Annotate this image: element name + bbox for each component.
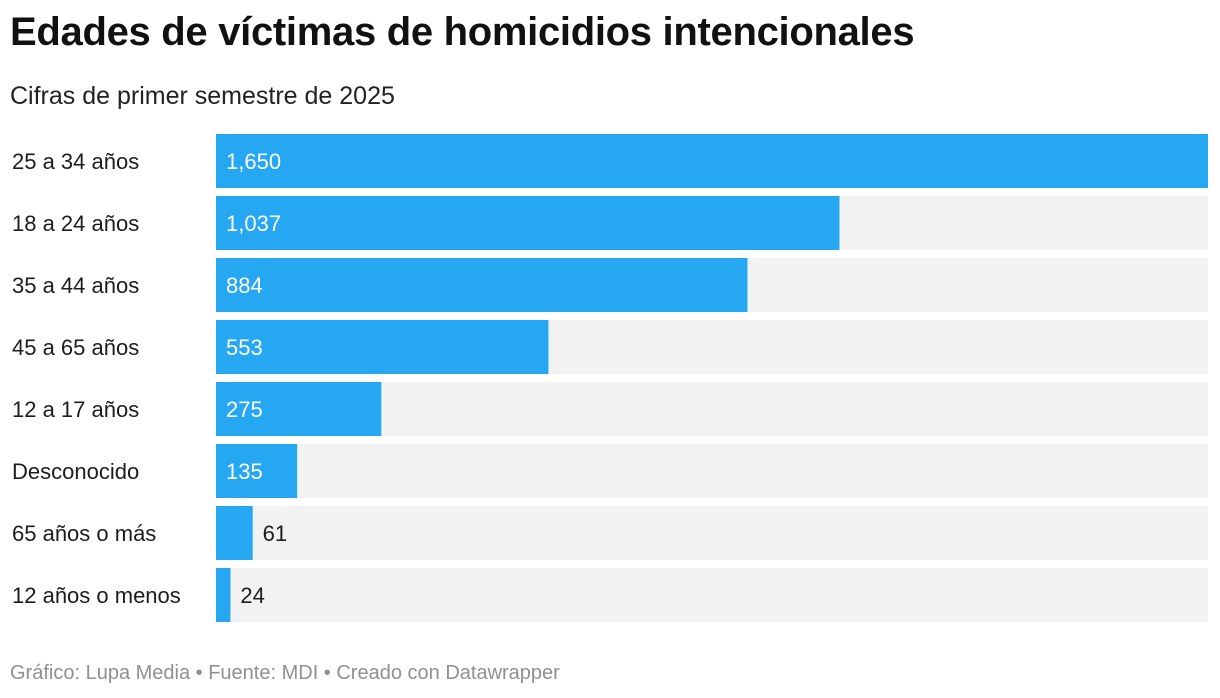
value-label: 1,037 [226, 211, 281, 236]
value-label: 135 [226, 459, 263, 484]
category-label: 12 años o menos [12, 583, 181, 608]
category-label: Desconocido [12, 459, 139, 484]
bar [216, 196, 840, 250]
category-label: 65 años o más [12, 521, 156, 546]
bar-chart: 25 a 34 años 1,650 18 a 24 años 1,037 35 a 4… [12, 134, 1208, 622]
bar [216, 382, 382, 436]
value-label: 61 [263, 521, 287, 546]
bar-track [216, 506, 1208, 560]
value-label: 553 [226, 335, 263, 360]
category-label: 35 a 44 años [12, 273, 139, 298]
category-label: 12 a 17 años [12, 397, 139, 422]
bar [216, 444, 298, 498]
bar [216, 134, 1208, 188]
category-label: 25 a 34 años [12, 149, 139, 174]
bar [216, 506, 253, 560]
bar [216, 568, 231, 622]
value-label: 275 [226, 397, 263, 422]
value-label: 884 [226, 273, 263, 298]
bar [216, 320, 549, 374]
value-label: 1,650 [226, 149, 281, 174]
category-label: 18 a 24 años [12, 211, 139, 236]
bar [216, 258, 748, 312]
category-label: 45 a 65 años [12, 335, 139, 360]
chart-footer: Gráfico: Lupa Media • Fuente: MDI • Crea… [10, 662, 560, 684]
chart-subtitle: Cifras de primer semestre de 2025 [10, 82, 395, 110]
bar-track [216, 568, 1208, 622]
bar-track [216, 444, 1208, 498]
value-label: 24 [240, 583, 264, 608]
chart-title: Edades de víctimas de homicidios intenci… [10, 10, 915, 54]
bar-track [216, 382, 1208, 436]
